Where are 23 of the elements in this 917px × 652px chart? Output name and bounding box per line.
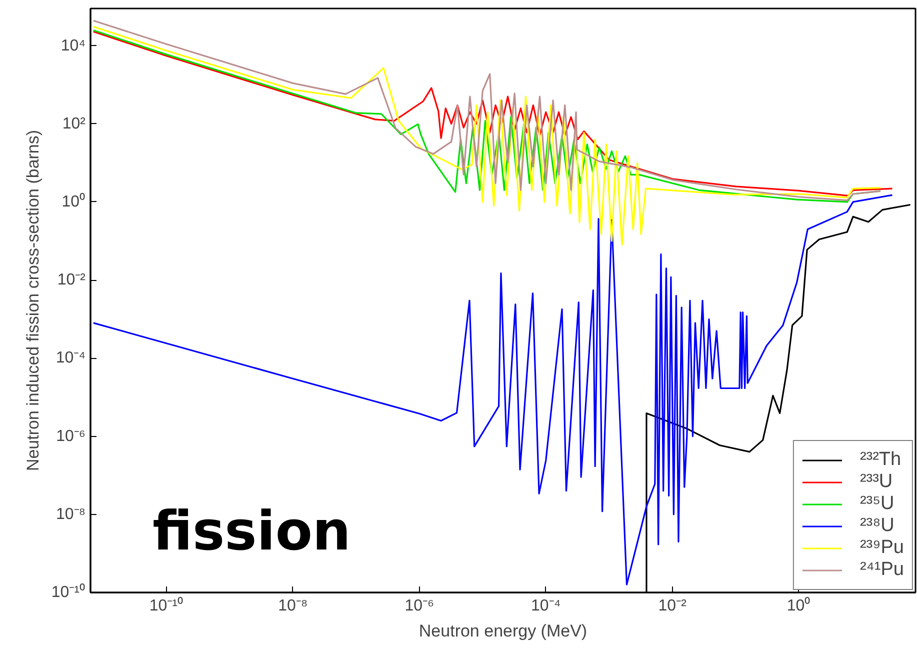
x-axis-title: Neutron energy (MeV)	[418, 622, 588, 640]
x-tick-label: 10⁰	[786, 596, 811, 614]
legend-label: ²⁴¹Pu	[860, 559, 904, 581]
y-tick-label: 10⁻¹⁰	[51, 583, 86, 601]
legend-label: ²³²Th	[860, 449, 902, 471]
y-tick-label: 10⁻²	[57, 272, 86, 289]
annotation: fission	[152, 500, 351, 562]
x-tick-label: 10⁻²	[658, 598, 688, 614]
y-tick-label: 10⁻⁸	[56, 506, 86, 523]
x-tick-label: 10⁻¹⁰	[149, 596, 184, 614]
x-tick-label: 10⁻⁴	[531, 598, 561, 614]
x-tick-label: 10⁻⁸	[278, 598, 308, 614]
x-tick-label: 10⁻⁶	[404, 598, 434, 614]
legend-label: ²³³U	[860, 471, 893, 493]
y-tick-label: 10⁻⁴	[56, 350, 86, 367]
y-tick-label: 10²	[62, 115, 86, 132]
legend-label: ²³⁸U	[860, 515, 894, 537]
y-tick-label: 10⁴	[60, 37, 86, 54]
y-tick-label: 10⁰	[62, 192, 86, 210]
legend-label: ²³⁹Pu	[860, 537, 904, 559]
y-axis-title: Neutron induced fission cross-section (barns)	[23, 130, 42, 472]
legend-label: ²³⁵U	[860, 493, 894, 515]
y-tick-label: 10⁻⁶	[56, 428, 86, 445]
